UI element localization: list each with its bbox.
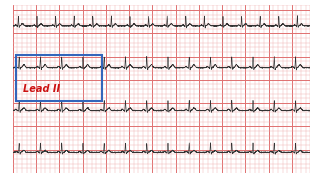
- Text: Lead II: Lead II: [23, 84, 60, 94]
- Bar: [16, 55, 102, 101]
